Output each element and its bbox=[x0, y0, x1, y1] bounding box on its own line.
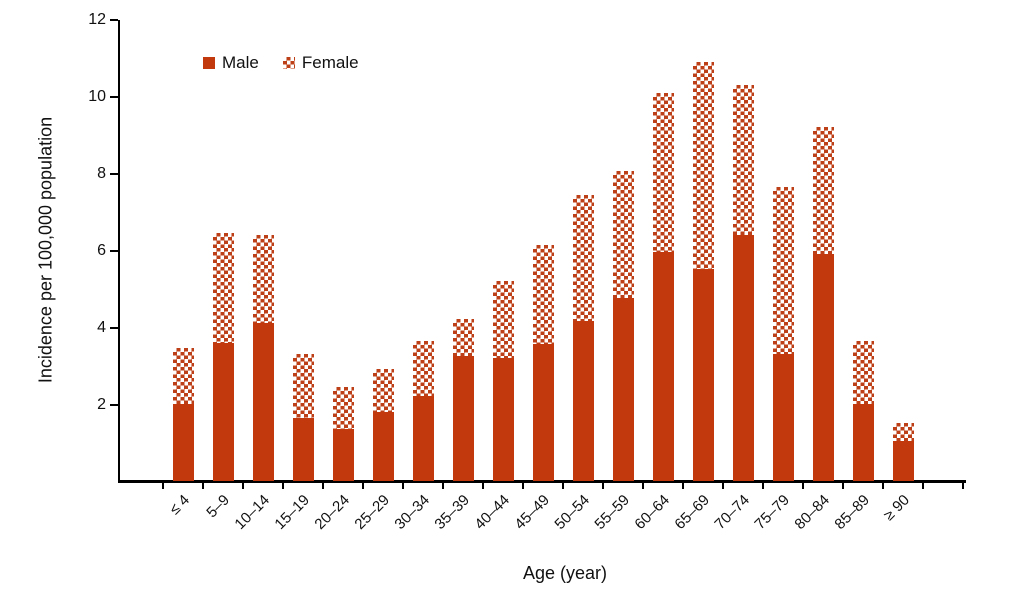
bar-male-segment bbox=[772, 354, 794, 481]
y-tick-label: 12 bbox=[88, 11, 106, 28]
bar-female-segment bbox=[772, 186, 794, 355]
x-tick bbox=[842, 483, 844, 489]
y-tick bbox=[110, 95, 118, 98]
y-tick bbox=[110, 249, 118, 252]
bar-female-segment bbox=[652, 92, 674, 253]
y-tick bbox=[110, 326, 118, 329]
x-tick bbox=[722, 483, 724, 489]
bar-male-segment bbox=[452, 356, 474, 481]
female-series-swatch-icon bbox=[282, 57, 295, 69]
male-series-swatch-icon bbox=[203, 57, 215, 69]
bar-male-segment bbox=[252, 323, 274, 481]
y-tick bbox=[110, 172, 118, 175]
bar-male-segment bbox=[812, 254, 834, 481]
bar-female-segment bbox=[452, 319, 474, 357]
bar-female-segment bbox=[732, 84, 754, 235]
bar-female-segment bbox=[812, 127, 834, 255]
x-tick bbox=[162, 483, 164, 489]
y-tick-label: 10 bbox=[88, 87, 106, 105]
bar-male-segment bbox=[172, 404, 194, 481]
bar-female-segment bbox=[252, 234, 274, 324]
y-tick bbox=[110, 19, 118, 21]
x-tick bbox=[242, 483, 244, 489]
x-tick bbox=[482, 483, 484, 489]
bar-male-segment bbox=[212, 342, 234, 481]
bar-female-segment bbox=[572, 194, 594, 322]
bar-female-segment bbox=[372, 369, 394, 412]
legend-item-male: Male bbox=[203, 53, 259, 73]
x-tick bbox=[962, 483, 964, 489]
x-tick bbox=[762, 483, 764, 489]
x-tick bbox=[362, 483, 364, 489]
y-tick-label: 4 bbox=[97, 318, 106, 336]
y-tick-label: 8 bbox=[97, 164, 106, 182]
bar-female-segment bbox=[852, 340, 874, 405]
legend-item-female: Female bbox=[282, 53, 359, 73]
bar-male-segment bbox=[532, 344, 554, 481]
y-axis-line bbox=[117, 20, 120, 483]
bar-female-segment bbox=[292, 354, 314, 418]
bar-male-segment bbox=[572, 321, 594, 481]
bar-male-segment bbox=[892, 440, 914, 481]
y-tick bbox=[110, 403, 118, 406]
bar-male-segment bbox=[652, 252, 674, 481]
x-axis-line bbox=[117, 480, 966, 483]
x-tick bbox=[402, 483, 404, 489]
bar-male-segment bbox=[492, 357, 514, 481]
y-tick-label: 6 bbox=[97, 241, 106, 259]
x-tick bbox=[322, 483, 324, 489]
bar-male-segment bbox=[692, 269, 714, 481]
bar-female-segment bbox=[212, 232, 234, 343]
bar-male-segment bbox=[372, 411, 394, 481]
legend-female-label: Female bbox=[301, 53, 359, 72]
x-tick bbox=[922, 483, 924, 489]
bar-female-segment bbox=[332, 386, 354, 430]
x-tick bbox=[682, 483, 684, 489]
x-tick bbox=[642, 483, 644, 489]
bar-female-segment bbox=[612, 171, 634, 299]
legend-male-label: Male bbox=[222, 53, 259, 72]
bar-female-segment bbox=[172, 348, 194, 405]
x-tick bbox=[802, 483, 804, 489]
y-tick-label: 2 bbox=[97, 395, 106, 413]
x-tick bbox=[562, 483, 564, 489]
plot-area bbox=[120, 20, 963, 481]
bar-male-segment bbox=[852, 404, 874, 481]
bar-female-segment bbox=[692, 61, 714, 270]
x-tick bbox=[202, 483, 204, 489]
y-axis-title: Incidence per 100,000 population bbox=[35, 116, 56, 384]
bar-female-segment bbox=[532, 244, 554, 345]
legend: Male Female bbox=[203, 53, 383, 73]
x-tick bbox=[442, 483, 444, 489]
x-tick bbox=[602, 483, 604, 489]
bar-male-segment bbox=[292, 417, 314, 481]
bar-male-segment bbox=[332, 429, 354, 481]
bar-female-segment bbox=[492, 281, 514, 358]
bar-female-segment bbox=[892, 423, 914, 441]
x-tick bbox=[882, 483, 884, 489]
bar-male-segment bbox=[412, 396, 434, 481]
x-tick bbox=[282, 483, 284, 489]
bar-female-segment bbox=[412, 340, 434, 397]
bar-male-segment bbox=[612, 298, 634, 481]
x-axis-title: Age (year) bbox=[522, 563, 608, 583]
x-tick bbox=[522, 483, 524, 489]
bar-male-segment bbox=[732, 234, 754, 481]
